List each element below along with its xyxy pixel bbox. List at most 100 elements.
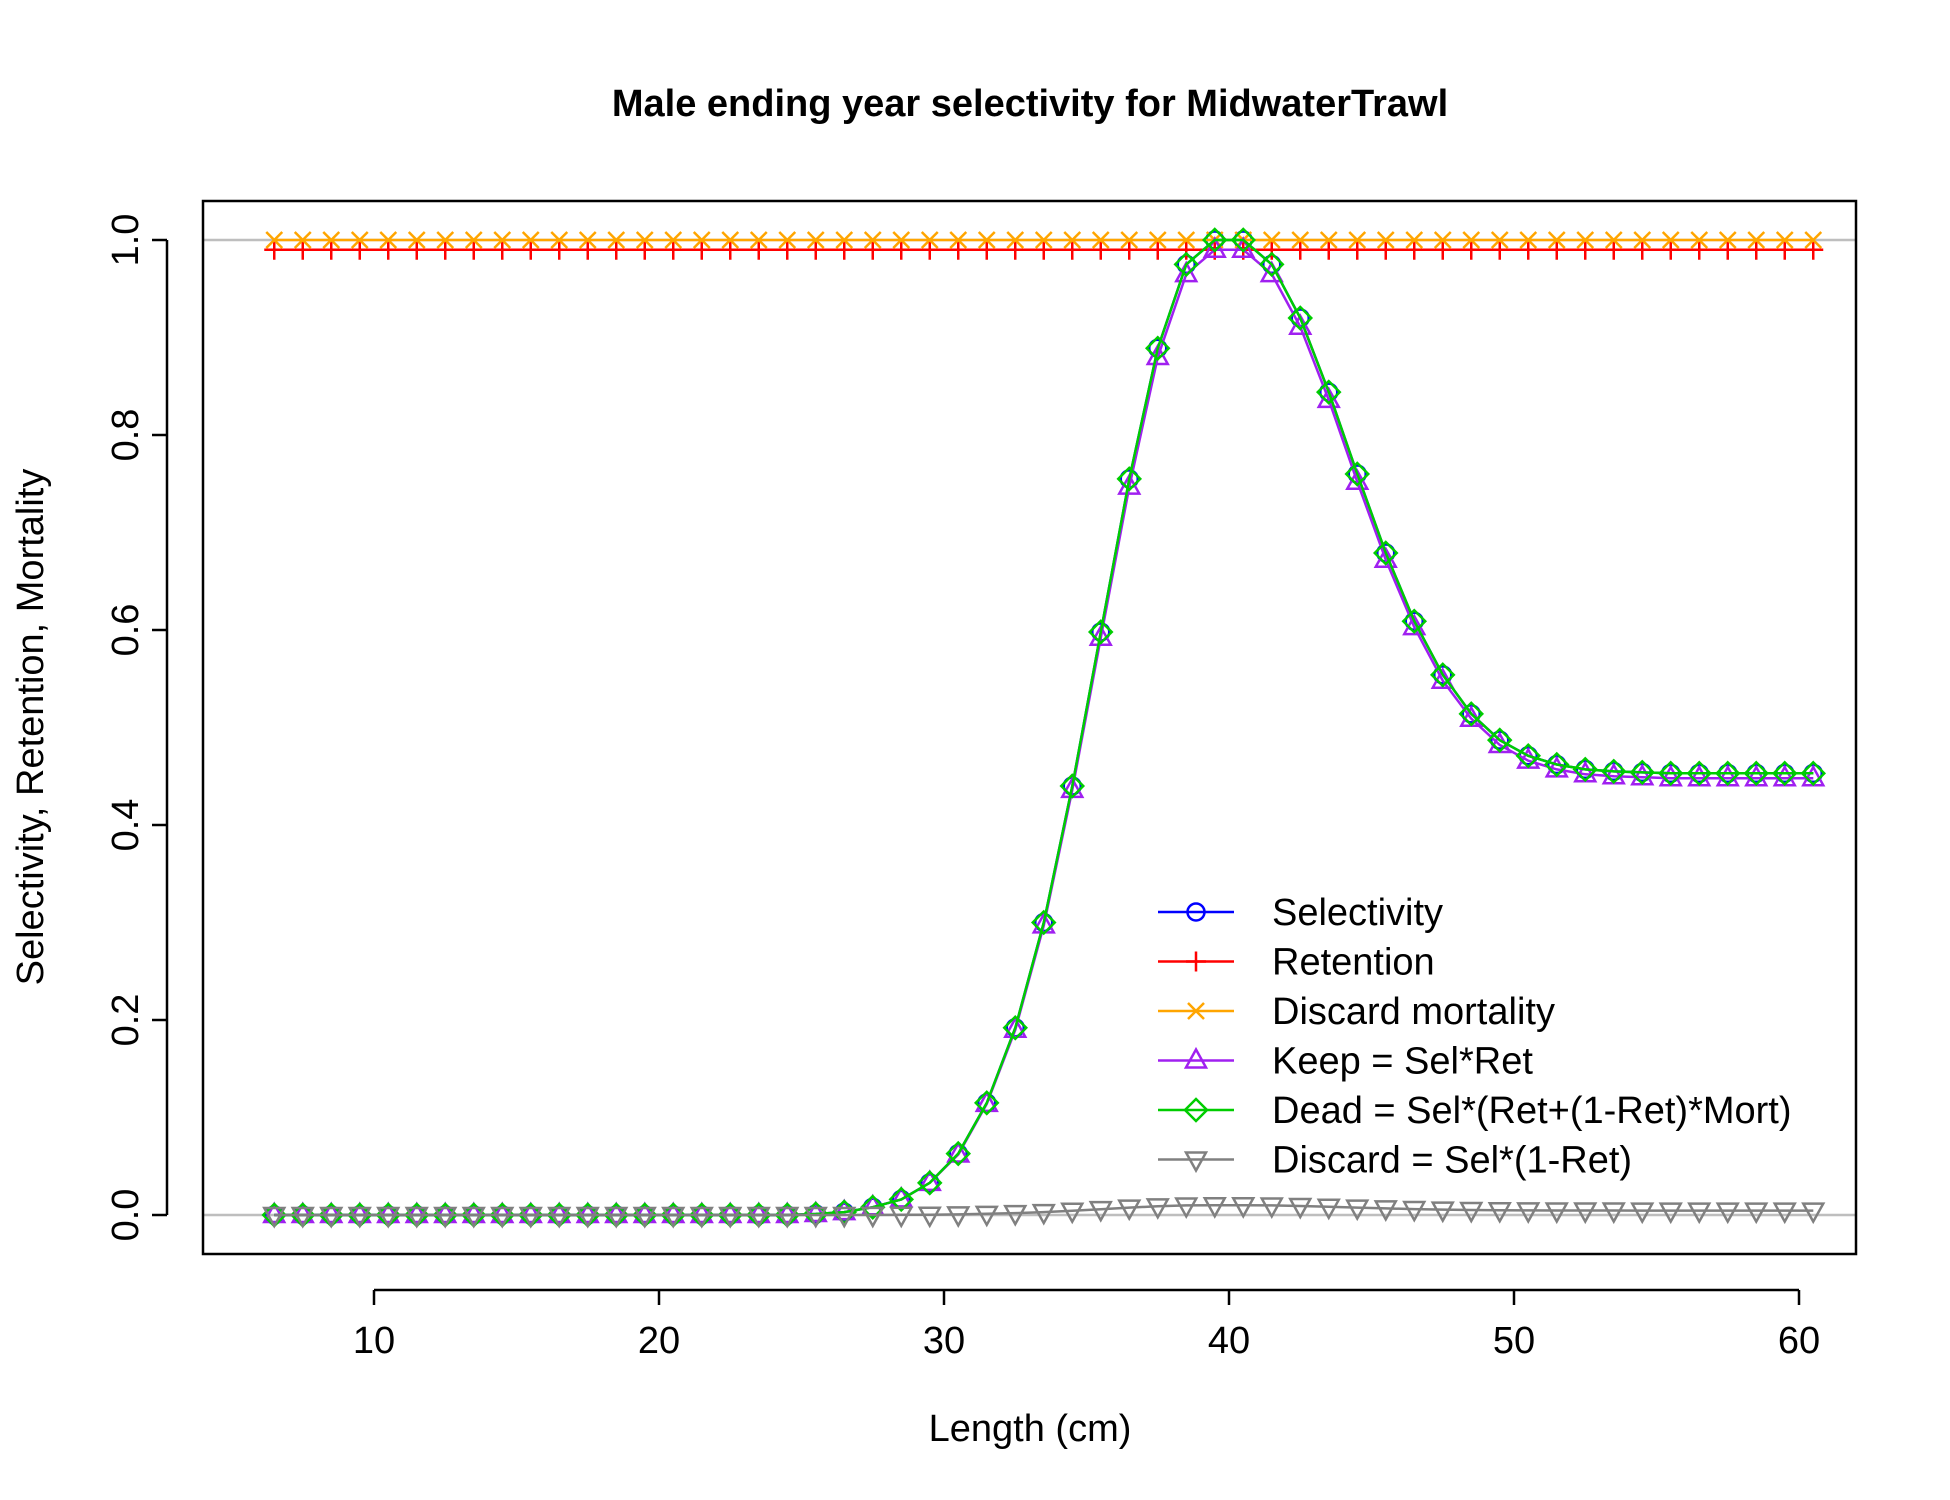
data-point (604, 1206, 629, 1229)
data-point (347, 1206, 372, 1229)
data-point (1633, 231, 1652, 249)
data-point (1119, 239, 1140, 260)
data-point (292, 239, 313, 260)
data-point (606, 239, 627, 260)
data-point (433, 1206, 458, 1229)
data-point (946, 1140, 971, 1163)
data-point (1544, 1202, 1569, 1225)
legend-item: Discard mortality (1158, 991, 1555, 1033)
data-point (547, 1201, 572, 1224)
data-point (1033, 239, 1054, 260)
data-point (661, 1206, 686, 1229)
data-point (1315, 379, 1342, 405)
data-point (322, 231, 341, 249)
data-point (748, 239, 769, 260)
data-point (1657, 760, 1684, 787)
legend-item: Keep = Sel*Ret (1158, 1041, 1533, 1083)
data-point (518, 1201, 543, 1224)
data-point (1088, 1200, 1113, 1223)
data-point (1658, 1202, 1683, 1225)
data-point (1201, 227, 1228, 253)
y-tick-label: 0.0 (105, 1189, 147, 1242)
data-point (575, 1201, 600, 1224)
data-point (1572, 756, 1599, 783)
data-point (1771, 760, 1798, 787)
data-point (721, 231, 740, 249)
data-point (1120, 231, 1139, 249)
data-point (1375, 239, 1396, 260)
data-point (664, 231, 683, 249)
data-point (1261, 239, 1282, 260)
data-point (490, 1201, 515, 1224)
data-point (974, 1090, 999, 1113)
data-point (319, 1201, 344, 1224)
data-point (1516, 1202, 1541, 1224)
legend-label: Selectivity (1272, 892, 1443, 934)
data-point (518, 1206, 543, 1229)
data-point (1490, 231, 1509, 249)
data-point (945, 1140, 972, 1167)
legend-marker (1186, 951, 1206, 972)
legend-label: Discard = Sel*(1-Ret) (1272, 1140, 1632, 1182)
legend-marker (1183, 1046, 1209, 1069)
series-0 (264, 230, 1823, 1225)
data-point (749, 231, 768, 249)
data-point (607, 231, 626, 249)
data-point (974, 1205, 999, 1228)
data-point (1462, 231, 1481, 249)
data-point (1430, 1201, 1455, 1224)
data-point (1003, 1016, 1028, 1038)
data-point (1231, 1197, 1256, 1219)
data-point (746, 1201, 771, 1224)
data-point (1003, 1204, 1028, 1227)
series-5 (262, 1197, 1826, 1229)
data-point (689, 1201, 714, 1224)
data-point (1087, 619, 1114, 645)
data-point (949, 231, 968, 249)
data-point (1373, 1200, 1398, 1222)
data-point (948, 239, 969, 260)
data-point (1063, 231, 1082, 249)
legend-marker (1187, 1002, 1205, 1020)
data-point (406, 239, 427, 260)
data-point (1743, 760, 1770, 787)
data-point (265, 231, 284, 249)
data-point (863, 231, 882, 249)
x-axis: 10 20 30 40 50 60 (353, 1288, 1820, 1362)
data-point (976, 239, 997, 260)
data-point (1147, 239, 1168, 260)
data-point (404, 1206, 429, 1229)
series-4 (261, 227, 1827, 1228)
data-point (1316, 1198, 1341, 1221)
data-point (347, 1201, 372, 1224)
data-point (1800, 760, 1827, 787)
legend-item: Discard = Sel*(1-Ret) (1158, 1140, 1632, 1182)
data-point (1718, 231, 1737, 249)
data-point (378, 239, 399, 260)
data-point (891, 239, 912, 260)
data-point (319, 1206, 344, 1229)
data-point (1487, 1201, 1512, 1224)
data-point (461, 1201, 486, 1224)
data-point (407, 231, 426, 249)
legend-marker (1183, 1151, 1209, 1174)
data-point (376, 1201, 401, 1224)
data-point (1088, 624, 1113, 647)
data-point (1401, 608, 1428, 634)
data-point (433, 1201, 458, 1224)
y-axis: 0.0 0.2 0.4 0.6 0.8 1.0 (105, 214, 169, 1242)
data-point (775, 1206, 800, 1229)
data-point (1772, 1202, 1797, 1225)
x-tick-label: 30 (923, 1320, 965, 1362)
data-point (1486, 727, 1513, 753)
data-point (920, 231, 939, 249)
data-point (663, 239, 684, 260)
data-point (977, 231, 996, 249)
legend-marker (1186, 902, 1206, 922)
data-point (1404, 239, 1425, 260)
data-point (490, 1206, 515, 1229)
data-point (1062, 239, 1083, 260)
data-point (547, 1206, 572, 1229)
data-point (1489, 239, 1510, 260)
data-point (262, 1201, 287, 1224)
